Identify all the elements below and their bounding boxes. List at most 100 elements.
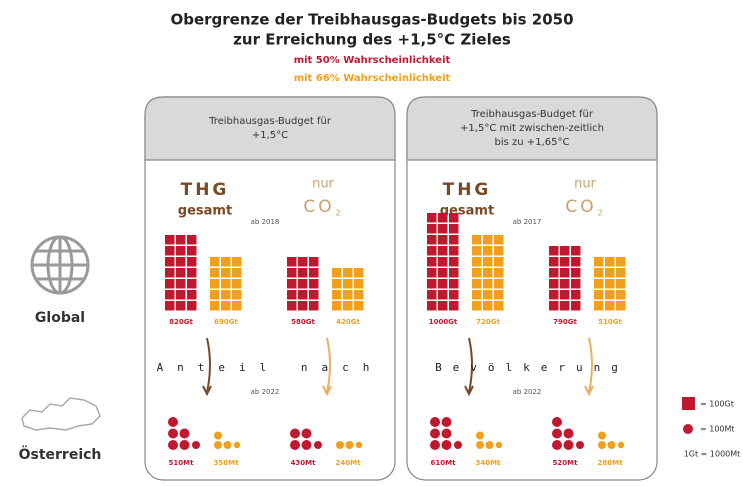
austria-value: 520Mt xyxy=(553,459,579,467)
budget-block xyxy=(221,290,231,300)
budget-block xyxy=(287,290,297,300)
austria-value: 340Mt xyxy=(476,459,502,467)
legend-text: 1Gt = 1000Mt xyxy=(684,450,741,459)
budget-block xyxy=(309,268,319,278)
budget-block xyxy=(571,279,581,289)
thg-label: gesamt xyxy=(178,204,232,219)
budget-block xyxy=(187,235,197,245)
budget-block xyxy=(483,246,493,256)
budget-block xyxy=(427,213,437,223)
title-line: zur Erreichung des +1,5°C Zieles xyxy=(233,31,511,49)
budget-block xyxy=(560,246,570,256)
budget-block xyxy=(187,279,197,289)
austria-value: 350Mt xyxy=(214,459,240,467)
budget-block xyxy=(354,290,364,300)
budget-block xyxy=(165,246,175,256)
co2-label: 2 xyxy=(335,209,340,218)
budget-block xyxy=(221,257,231,267)
global-value: 690Gt xyxy=(214,318,238,326)
budget-block xyxy=(287,257,297,267)
budget-block xyxy=(427,301,437,311)
budget-block xyxy=(232,268,242,278)
row-label: Global xyxy=(35,310,85,326)
budget-block xyxy=(332,268,342,278)
budget-dot xyxy=(214,441,222,449)
budget-block xyxy=(298,268,308,278)
budget-dot xyxy=(476,441,484,449)
global-value: 720Gt xyxy=(476,318,500,326)
budget-block xyxy=(449,279,459,289)
budget-block xyxy=(187,257,197,267)
budget-dot xyxy=(314,441,322,449)
budget-block xyxy=(616,279,626,289)
budget-block xyxy=(427,257,437,267)
arrow-head xyxy=(464,385,474,397)
budget-block xyxy=(187,301,197,311)
co2-label: nur xyxy=(574,177,596,192)
budget-block xyxy=(438,301,448,311)
budget-block xyxy=(165,235,175,245)
budget-dot xyxy=(552,440,562,450)
global-value: 420Gt xyxy=(336,318,360,326)
budget-dot xyxy=(495,441,503,449)
budget-block xyxy=(210,257,220,267)
austria-value: 510Mt xyxy=(169,459,195,467)
budget-dot xyxy=(485,441,494,449)
budget-block xyxy=(483,268,493,278)
budget-block xyxy=(232,301,242,311)
arrow xyxy=(326,337,331,393)
budget-block xyxy=(343,279,353,289)
budget-block xyxy=(309,257,319,267)
budget-block xyxy=(210,301,220,311)
budget-block xyxy=(594,279,604,289)
budget-block xyxy=(427,246,437,256)
budget-dot xyxy=(301,440,312,450)
budget-block xyxy=(560,279,570,289)
budget-block xyxy=(298,301,308,311)
budget-dot xyxy=(168,440,178,450)
arrow xyxy=(588,337,593,393)
austria-value: 610Mt xyxy=(431,459,457,467)
arrow-head xyxy=(322,385,332,397)
budget-block xyxy=(176,246,186,256)
co2-label: nur xyxy=(312,177,334,192)
budget-dot xyxy=(223,441,232,449)
budget-block xyxy=(472,235,482,245)
budget-block xyxy=(560,301,570,311)
budget-block xyxy=(210,279,220,289)
budget-block xyxy=(438,246,448,256)
since-label: ab 2022 xyxy=(513,388,542,396)
budget-dot xyxy=(617,441,625,449)
budget-block xyxy=(549,301,559,311)
thg-label: THG xyxy=(443,180,492,200)
arrow xyxy=(206,337,211,393)
budget-block xyxy=(494,268,504,278)
budget-block xyxy=(298,279,308,289)
global-value: 820Gt xyxy=(169,318,193,326)
budget-dot xyxy=(345,441,354,449)
panel-header-text: +1,5°C mit zwischen-zeitlich xyxy=(460,123,604,134)
budget-block xyxy=(494,279,504,289)
budget-block xyxy=(221,301,231,311)
budget-block xyxy=(427,224,437,234)
budget-dot xyxy=(552,428,562,439)
budget-dot xyxy=(576,441,584,449)
panel-header xyxy=(144,96,396,161)
budget-dot xyxy=(430,428,440,439)
arrow xyxy=(468,337,473,393)
budget-block xyxy=(438,213,448,223)
legend-text: = 100Mt xyxy=(700,425,735,434)
since-label: ab 2022 xyxy=(251,388,280,396)
co2-label: CO xyxy=(303,197,334,217)
budget-block xyxy=(483,235,493,245)
thg-label: THG xyxy=(181,180,230,200)
budget-dot xyxy=(607,441,616,449)
budget-block xyxy=(472,268,482,278)
budget-block xyxy=(605,290,615,300)
budget-block xyxy=(427,235,437,245)
budget-dot xyxy=(290,428,300,439)
budget-block xyxy=(449,213,459,223)
probability-red: mit 50% Wahrscheinlichkeit xyxy=(294,55,451,66)
budget-block xyxy=(187,246,197,256)
budget-block xyxy=(494,235,504,245)
